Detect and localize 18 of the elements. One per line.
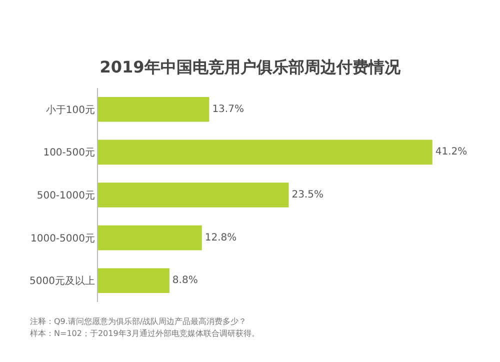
data-label: 12.8% <box>204 232 237 244</box>
y-tick-label: 1000-5000元 <box>30 233 95 244</box>
y-tick-label: 500-1000元 <box>36 190 95 202</box>
y-tick-label: 小于100元 <box>46 104 95 116</box>
text: 注释：Q9.请问您愿意为俱乐部/战队周边产品最高消费多少？ <box>30 317 247 326</box>
data-label: 23.5% <box>292 190 324 200</box>
y-tick-label: 5000元及以上 <box>30 275 95 288</box>
bar <box>98 140 432 165</box>
text: 样本：N=102；于2019年3月通过外部电竞媒体联合调研获得。 <box>30 329 260 338</box>
bar <box>98 182 289 208</box>
bar <box>98 225 202 250</box>
data-label: 8.8% <box>172 275 198 286</box>
data-label: 41.2% <box>435 146 468 158</box>
chart-title: 2019年中国电竞用户俱乐部周边付费情况 <box>100 58 402 77</box>
bar <box>98 96 210 122</box>
bar <box>98 268 170 294</box>
y-tick-label: 100-500元 <box>43 148 95 159</box>
data-label: 13.7% <box>212 104 244 115</box>
